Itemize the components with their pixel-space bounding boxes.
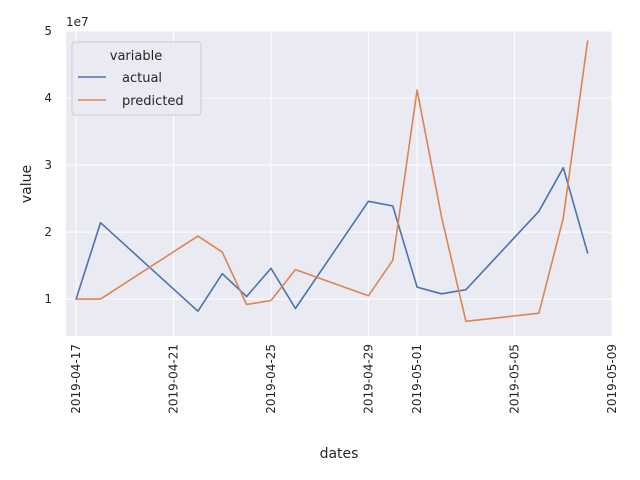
legend-box	[71, 41, 202, 116]
x-tick-label: 2019-04-21	[167, 344, 181, 414]
y-axis-label: value	[19, 165, 35, 203]
x-tick-label: 2019-05-09	[605, 344, 619, 414]
legend-items: actual predicted	[78, 71, 184, 109]
y-scale-label: 1e7	[66, 15, 89, 29]
y-tick-labels: 1 2 3 4 5	[44, 24, 52, 306]
x-tick-label: 2019-04-25	[264, 344, 278, 414]
legend-label-actual: actual	[122, 71, 162, 86]
y-tick-label: 5	[44, 24, 52, 38]
x-tick-label: 2019-04-17	[69, 344, 83, 414]
series-line-actual	[75, 166, 589, 313]
series-line-predicted	[75, 40, 589, 323]
y-tick-label: 2	[44, 225, 52, 239]
x-axis-label: dates	[320, 446, 359, 462]
y-tick-label: 3	[44, 158, 52, 172]
legend: variable actual predicted	[71, 41, 202, 116]
x-tick-label: 2019-04-29	[361, 344, 375, 414]
y-tick-label: 4	[44, 91, 52, 105]
x-tick-label: 2019-05-05	[508, 344, 522, 414]
legend-title: variable	[110, 49, 162, 64]
y-tick-label: 1	[44, 292, 52, 306]
x-tick-label: 2019-05-01	[410, 344, 424, 414]
x-tick-labels: 2019-04-17 2019-04-21 2019-04-25 2019-04-29…	[69, 344, 619, 414]
legend-label-predicted: predicted	[122, 94, 184, 109]
series-lines	[75, 40, 589, 323]
